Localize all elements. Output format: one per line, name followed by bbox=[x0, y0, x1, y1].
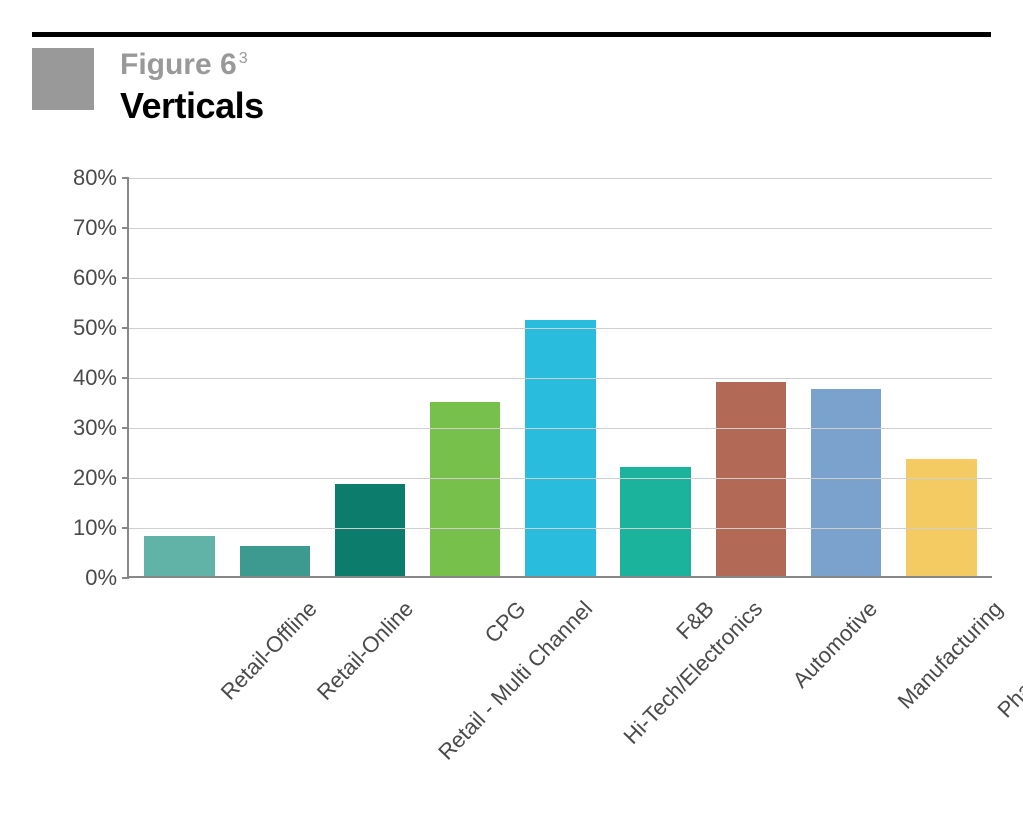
y-axis-label: 60% bbox=[37, 265, 117, 291]
y-axis-label: 10% bbox=[37, 515, 117, 541]
y-tick bbox=[122, 477, 129, 479]
header-square-icon bbox=[32, 48, 94, 110]
bar bbox=[906, 459, 976, 576]
y-tick bbox=[122, 377, 129, 379]
y-tick bbox=[122, 327, 129, 329]
gridline bbox=[129, 378, 992, 379]
bar-slot bbox=[608, 178, 703, 576]
figure-title: Verticals bbox=[120, 85, 264, 127]
y-tick bbox=[122, 227, 129, 229]
gridline bbox=[129, 228, 992, 229]
x-label-slot: CPG bbox=[415, 588, 511, 788]
figure-label: Figure 63 bbox=[120, 48, 264, 81]
x-label-slot: Hi-Tech/Electronics bbox=[511, 588, 607, 788]
figure-header: Figure 63 Verticals bbox=[32, 48, 264, 127]
figure-label-text: Figure 6 bbox=[120, 48, 237, 81]
bars-container bbox=[129, 178, 992, 576]
x-label-slot: Manufacturing bbox=[800, 588, 896, 788]
y-axis-label: 40% bbox=[37, 365, 117, 391]
y-axis-label: 70% bbox=[37, 215, 117, 241]
title-group: Figure 63 Verticals bbox=[120, 48, 264, 127]
bar bbox=[335, 484, 405, 576]
x-label-slot: Retail - Multi Channel bbox=[319, 588, 415, 788]
y-tick bbox=[122, 527, 129, 529]
bar-slot bbox=[513, 178, 608, 576]
x-label-slot: Automotive bbox=[704, 588, 800, 788]
figure-label-superscript: 3 bbox=[239, 50, 248, 67]
gridline bbox=[129, 178, 992, 179]
bar bbox=[525, 320, 595, 576]
x-label-slot: Pharmaceutical bbox=[896, 588, 992, 788]
top-rule bbox=[32, 32, 991, 37]
bar-slot bbox=[418, 178, 513, 576]
bar-slot bbox=[132, 178, 227, 576]
bar-slot bbox=[703, 178, 798, 576]
y-tick bbox=[122, 427, 129, 429]
gridline bbox=[129, 428, 992, 429]
plot-area bbox=[127, 178, 992, 578]
y-axis-label: 30% bbox=[37, 415, 117, 441]
gridline bbox=[129, 328, 992, 329]
y-tick bbox=[122, 177, 129, 179]
gridline bbox=[129, 278, 992, 279]
bar bbox=[144, 536, 214, 576]
bar-slot bbox=[799, 178, 894, 576]
y-axis-label: 20% bbox=[37, 465, 117, 491]
bar-slot bbox=[894, 178, 989, 576]
y-axis-label: 0% bbox=[37, 565, 117, 591]
x-label-slot: F&B bbox=[608, 588, 704, 788]
x-label-slot: Retail-Offline bbox=[127, 588, 223, 788]
y-axis-label: 80% bbox=[37, 165, 117, 191]
x-axis-labels: Retail-OfflineRetail-OnlineRetail - Mult… bbox=[127, 588, 992, 788]
gridline bbox=[129, 528, 992, 529]
verticals-bar-chart: Retail-OfflineRetail-OnlineRetail - Mult… bbox=[32, 160, 992, 800]
gridline bbox=[129, 478, 992, 479]
bar bbox=[240, 546, 310, 576]
y-axis-label: 50% bbox=[37, 315, 117, 341]
y-tick bbox=[122, 277, 129, 279]
y-tick bbox=[122, 577, 129, 579]
bar bbox=[811, 389, 881, 576]
bar-slot bbox=[322, 178, 417, 576]
bar-slot bbox=[227, 178, 322, 576]
bar bbox=[620, 467, 690, 576]
x-label-slot: Retail-Online bbox=[223, 588, 319, 788]
